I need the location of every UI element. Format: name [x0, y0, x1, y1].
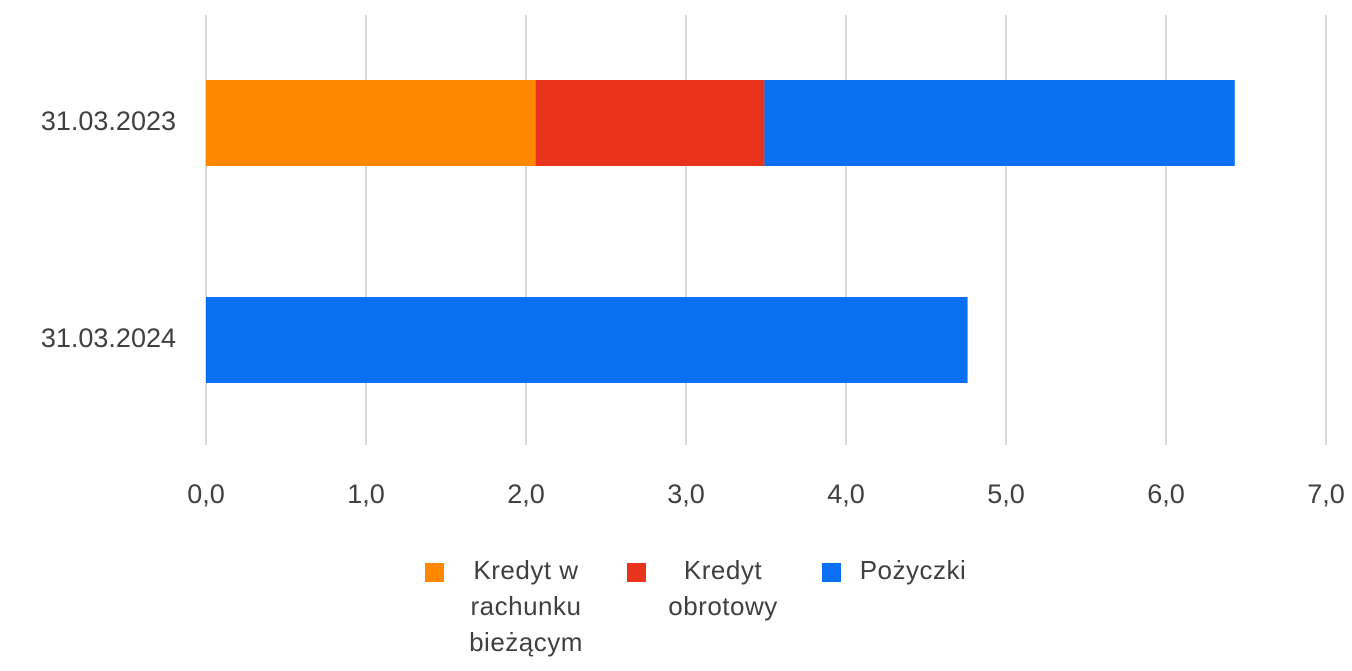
x-tick-label: 2,0	[507, 479, 545, 509]
legend-item: Pożyczki	[822, 552, 978, 588]
y-tick-label: 31.03.2023	[41, 106, 176, 136]
bar-segment	[764, 80, 1235, 166]
legend-swatch	[627, 563, 646, 582]
legend-label: Kredyt w rachunku bieżącym	[469, 555, 583, 657]
x-tick-label: 1,0	[347, 479, 385, 509]
x-tick-label: 3,0	[667, 479, 705, 509]
x-tick-label: 5,0	[987, 479, 1025, 509]
bar-segment	[206, 80, 536, 166]
legend-swatch	[425, 563, 444, 582]
legend-swatch	[822, 563, 841, 582]
legend-item: Kredyt obrotowy	[627, 552, 793, 624]
bar-segment	[206, 297, 968, 383]
x-tick-label: 0,0	[187, 479, 225, 509]
bar-segment	[535, 80, 765, 166]
y-tick-label: 31.03.2024	[41, 323, 176, 353]
legend-item: Kredyt w rachunku bieżącym	[425, 552, 601, 660]
x-tick-label: 7,0	[1307, 479, 1345, 509]
x-tick-label: 6,0	[1147, 479, 1185, 509]
legend-label: Pożyczki	[859, 555, 967, 585]
legend-label: Kredyt obrotowy	[668, 555, 778, 621]
x-tick-label: 4,0	[827, 479, 865, 509]
